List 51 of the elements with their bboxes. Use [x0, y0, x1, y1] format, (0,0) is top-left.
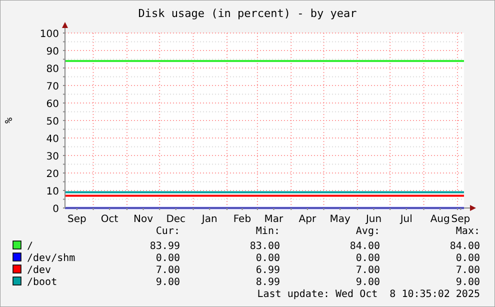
x-tick-label: Oct — [100, 214, 118, 225]
y-tick-label: 10 — [46, 186, 59, 198]
text: Avg: — [356, 226, 380, 237]
x-tick-label: Dec — [166, 214, 186, 225]
y-tick-label: 90 — [46, 46, 59, 58]
x-tick-label: Feb — [233, 214, 252, 225]
x-tick-label: Jun — [364, 214, 382, 225]
y-tick-label: 20 — [46, 169, 59, 180]
y-axis-title: % — [4, 117, 15, 124]
text: 8.99 — [256, 277, 280, 288]
x-tick-label: Jul — [399, 214, 412, 225]
y-tick-label: 60 — [46, 99, 59, 110]
x-tick-label: Jan — [200, 214, 218, 225]
legend-label: /boot — [27, 277, 58, 288]
text: Max: — [456, 226, 480, 237]
legend-label: /dev — [27, 265, 52, 276]
text: Min: — [256, 226, 280, 237]
text: 84.00 — [450, 241, 480, 252]
text: 7.00 — [456, 265, 480, 276]
y-tick-label: 50 — [46, 116, 59, 128]
text: 0.00 — [256, 253, 280, 264]
text: 9.00 — [356, 277, 380, 288]
text: 9.00 — [156, 277, 180, 288]
y-tick-label: 40 — [46, 134, 59, 145]
text: 0.00 — [156, 253, 180, 264]
chart-title: Disk usage (in percent) - by year — [138, 7, 358, 20]
text: 0.00 — [356, 253, 380, 264]
text: Cur: — [156, 226, 180, 237]
text: 9.00 — [456, 277, 480, 288]
x-tick-label: Aug — [430, 214, 450, 225]
x-tick-label: Mar — [264, 214, 284, 225]
y-tick-label: 100 — [40, 29, 59, 40]
x-tick-label: Nov — [134, 214, 154, 225]
y-tick-label: 30 — [46, 152, 59, 162]
legend-label: / — [27, 241, 34, 252]
x-tick-label: May — [330, 214, 350, 225]
text: 0.00 — [456, 253, 480, 264]
text: 83.00 — [250, 241, 280, 252]
x-tick-label: Sep — [68, 214, 86, 225]
y-tick-label: 70 — [46, 82, 59, 92]
legend-label: /dev/shm — [27, 253, 76, 264]
text: 84.00 — [350, 241, 380, 252]
text: 7.00 — [156, 265, 180, 276]
y-tick-label: 0 — [52, 204, 59, 215]
text: Last update: Wed Oct 8 10:35:02 2025 — [257, 289, 480, 300]
x-tick-label: Sep — [451, 214, 470, 225]
y-tick-label: 80 — [46, 64, 59, 75]
x-tick-label: Apr — [298, 214, 317, 225]
text: 83.99 — [150, 241, 180, 252]
text: 7.00 — [356, 265, 380, 276]
text: 6.99 — [256, 265, 280, 276]
